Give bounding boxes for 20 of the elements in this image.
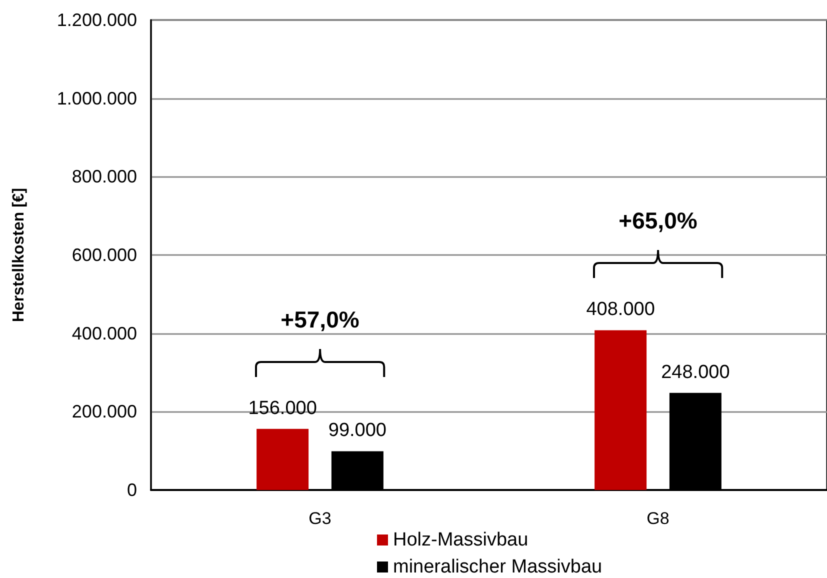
data-label: 156.000 xyxy=(248,398,317,419)
x-tick-label: G8 xyxy=(646,509,670,528)
x-tick-label: G3 xyxy=(308,509,332,528)
annotation: +65,0% xyxy=(618,208,698,235)
legend-label: mineralischer Massivbau xyxy=(393,556,602,578)
y-tick-label: 400.000 xyxy=(72,323,137,344)
y-tick-label: 800.000 xyxy=(72,166,137,187)
bar xyxy=(594,330,647,490)
data-label: 99.000 xyxy=(328,420,387,442)
bar xyxy=(256,428,309,490)
y-tick-label: 0 xyxy=(126,480,137,500)
annotation: +57,0% xyxy=(280,306,360,334)
data-label: 248.000 xyxy=(661,362,730,383)
y-axis-title: Herstellkosten [€] xyxy=(10,188,28,322)
y-tick-label: 1.200.000 xyxy=(56,10,137,30)
y-tick-label: 1.000.000 xyxy=(56,88,137,108)
y-tick-label: 600.000 xyxy=(72,245,137,265)
data-label: 408.000 xyxy=(586,299,655,320)
y-tick-label: 200.000 xyxy=(72,402,137,422)
legend-label: Holz-Massivbau xyxy=(393,530,528,550)
